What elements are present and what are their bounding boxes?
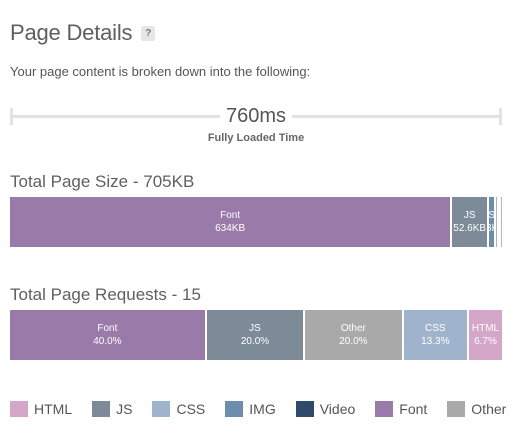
timeline-start-cap (10, 108, 13, 125)
legend-item-video[interactable]: Video (295, 401, 356, 417)
total-page-size-title: Total Page Size - 705KB (10, 172, 195, 191)
page-size-segment-value: 634KB (215, 223, 246, 234)
page-size-segment-label: CSS (489, 209, 493, 222)
page-details-header: Page Details ? (10, 20, 156, 46)
legend-label: IMG (249, 401, 276, 417)
page-requests-segment-other[interactable]: Other 20.0% (305, 310, 404, 360)
page-size-segment-label: Font (220, 210, 241, 221)
legend-label: JS (116, 401, 133, 417)
page-size-segment-js[interactable]: JS 52.6KB (452, 197, 490, 247)
legend-item-css[interactable]: CSS (152, 401, 205, 417)
page-requests-segment-font[interactable]: Font 40.0% (10, 310, 207, 360)
fully-loaded-time-label: Fully Loaded Time (207, 132, 305, 144)
page-requests-segment-value: 20.0% (240, 336, 270, 347)
page-size-segment-value: 9.3KB (489, 222, 493, 235)
legend-label: HTML (34, 401, 73, 417)
page-requests-segment-value: 13.3% (421, 336, 450, 347)
page-requests-bar: Font 40.0% JS 20.0% Other 20.0% CSS 13.3% HTML 6.… (10, 310, 502, 360)
legend-swatch (152, 401, 171, 417)
page-requests-segment-label: JS (249, 323, 261, 334)
legend-item-font[interactable]: Font (375, 401, 427, 417)
page-title: Page Details (10, 20, 133, 45)
page-requests-segment-label: Font (97, 323, 118, 334)
page-size-segment-font[interactable]: Font 634KB (10, 197, 453, 247)
legend-label: CSS (176, 401, 206, 417)
legend-swatch (375, 401, 394, 417)
page-requests-segment-value: 6.7% (474, 336, 497, 347)
legend-label: Video (319, 401, 356, 417)
page-size-segment-css[interactable]: HTML5.2KB (495, 197, 500, 247)
timeline-end-cap (499, 108, 502, 125)
total-page-requests-title: Total Page Requests - 15 (10, 285, 201, 304)
legend-swatch (447, 401, 466, 417)
legend-item-other[interactable]: Other (447, 401, 506, 417)
page-requests-segment-label: CSS (425, 323, 446, 334)
page-requests-segment-label: Other (340, 323, 366, 334)
fully-loaded-timeline: 760ms Fully Loaded Time (10, 104, 502, 144)
page-size-segment-value: 52.6KB (453, 223, 487, 234)
fully-loaded-time-value: 760ms (219, 104, 293, 128)
page-requests-segment-js[interactable]: JS 20.0% (206, 310, 306, 360)
page-size-segment-html[interactable] (501, 197, 502, 247)
page-size-segment-other[interactable] (499, 197, 502, 247)
page-size-segment-img[interactable]: CSS9.3KB (489, 197, 496, 247)
page-size-segment-label: JS (463, 210, 476, 221)
legend-item-js[interactable]: JS (92, 401, 132, 417)
page-requests-segment-value: 20.0% (339, 336, 368, 347)
legend-swatch (295, 401, 314, 417)
legend-label: Other (471, 401, 507, 417)
page-requests-segment-css[interactable]: CSS 13.3% (403, 310, 469, 360)
legend-label: Font (399, 401, 428, 417)
legend-item-img[interactable]: IMG (225, 401, 276, 417)
legend-swatch (225, 401, 244, 417)
page-size-bar: Font 634KB JS 52.6KBCSS9.3KBHTML5.2KB (10, 197, 502, 247)
page-requests-segment-html[interactable]: HTML 6.7% (469, 310, 502, 360)
page-requests-segment-value: 40.0% (93, 336, 122, 347)
page-subtitle: Your page content is broken down into th… (10, 64, 311, 79)
page-size-segment-label: HTML (496, 209, 498, 222)
content-type-legend: HTML JS CSS IMG Video Font Other (10, 401, 524, 417)
page-requests-segment-label: HTML (471, 323, 500, 334)
legend-item-html[interactable]: HTML (10, 401, 72, 417)
help-icon[interactable]: ? (141, 25, 156, 41)
legend-swatch (10, 401, 28, 417)
legend-swatch (92, 401, 111, 417)
page-size-segment-value: 5.2KB (496, 222, 498, 235)
